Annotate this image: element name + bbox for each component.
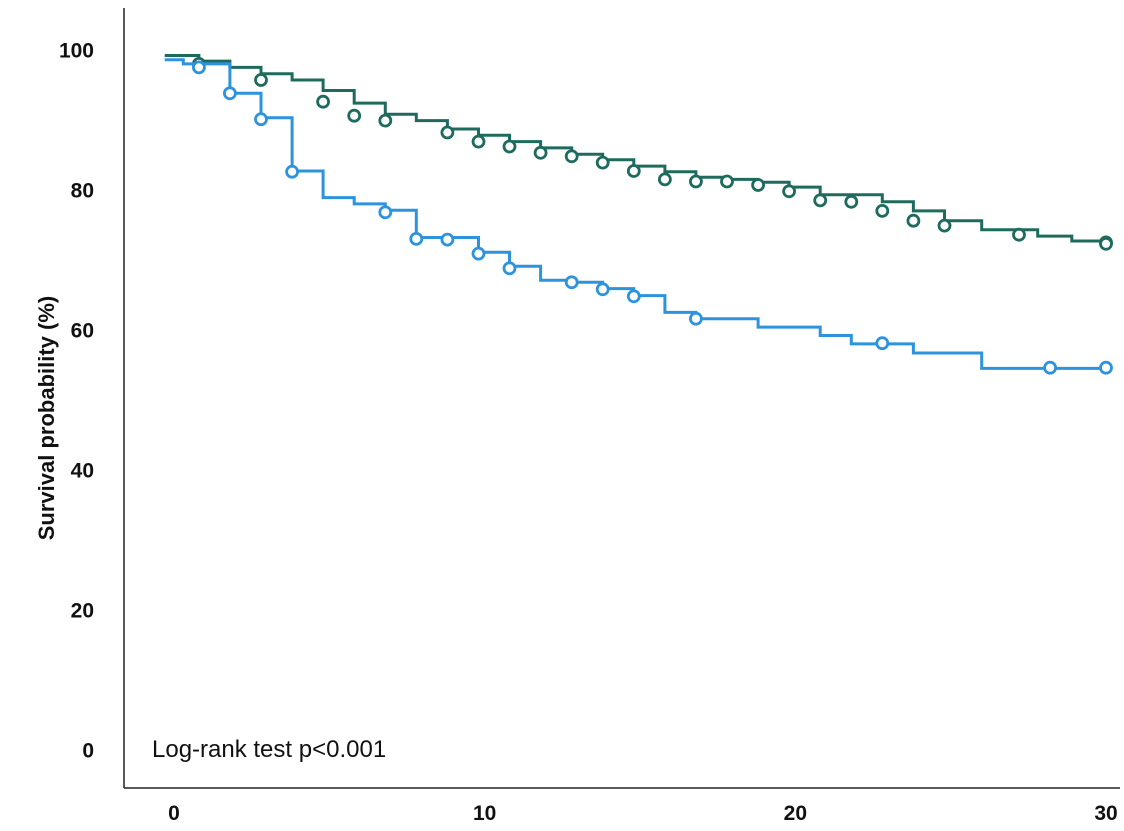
y-tick-labels: 0 20 40 60 80 100 — [59, 40, 94, 763]
censor-marker — [844, 194, 859, 209]
censor-marker — [595, 155, 610, 170]
censor-marker — [347, 108, 362, 123]
censor-marker — [533, 145, 548, 160]
censor-marker — [471, 246, 486, 261]
censor-marker — [626, 164, 641, 178]
censor-marker — [626, 289, 641, 304]
y-tick-label: 60 — [71, 320, 94, 343]
x-tick-label: 30 — [1094, 802, 1117, 825]
censor-marker — [502, 139, 517, 154]
x-tick-label: 0 — [168, 802, 180, 825]
censor-marker — [440, 125, 455, 140]
censor-marker — [689, 174, 703, 189]
series-1 — [164, 54, 1113, 251]
censor-marker — [564, 149, 579, 164]
x-tick-label: 10 — [473, 802, 496, 825]
survival-curve — [164, 54, 1106, 243]
axes — [123, 8, 1120, 789]
censor-marker — [316, 94, 331, 109]
censor-marker — [782, 184, 796, 199]
censor-marker — [378, 113, 393, 128]
censor-marker — [254, 112, 268, 127]
censor-marker — [222, 86, 237, 101]
censor-marker — [1012, 227, 1026, 242]
censor-marker — [937, 218, 952, 233]
survival-curve — [164, 58, 1106, 370]
censor-marker — [254, 73, 268, 87]
censor-marker — [378, 205, 393, 220]
censor-marker — [813, 193, 828, 208]
censor-marker — [409, 231, 424, 246]
y-tick-label: 40 — [71, 460, 94, 483]
series-layer — [164, 54, 1113, 375]
censor-marker — [502, 261, 517, 276]
censor-marker — [875, 203, 890, 218]
x-tick-labels: 0 10 20 30 — [168, 802, 1118, 825]
censor-marker — [440, 232, 455, 247]
censor-marker — [1099, 236, 1113, 251]
censor-marker — [595, 282, 610, 297]
censor-marker — [658, 172, 672, 187]
censor-marker — [720, 174, 734, 189]
censor-marker — [1099, 360, 1113, 375]
censor-marker — [191, 60, 206, 75]
log-rank-annotation: Log-rank test p<0.001 — [152, 736, 386, 763]
x-tick-label: 20 — [784, 802, 807, 825]
y-axis-title: Survival probability (%) — [34, 296, 59, 541]
y-tick-label: 20 — [71, 600, 94, 623]
censor-marker — [689, 311, 703, 326]
censor-marker — [875, 336, 890, 351]
censor-marker — [471, 134, 486, 149]
censor-marker — [564, 275, 579, 290]
censor-marker — [1043, 360, 1057, 375]
y-tick-label: 80 — [71, 180, 94, 203]
y-tick-label: 100 — [59, 40, 94, 63]
censor-marker — [751, 178, 765, 192]
y-tick-label: 0 — [82, 740, 94, 763]
series-2 — [164, 58, 1113, 375]
censor-marker — [906, 213, 921, 228]
censor-marker — [285, 164, 300, 179]
